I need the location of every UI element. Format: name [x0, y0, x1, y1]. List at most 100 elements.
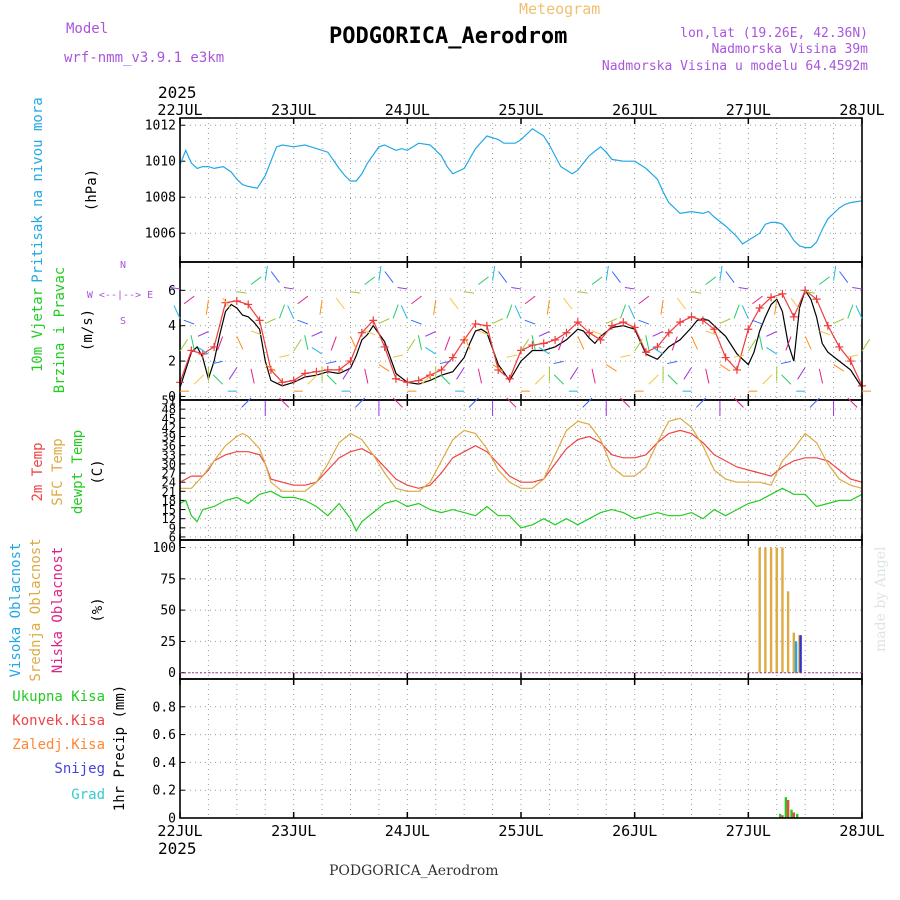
year-bottom: 2025	[158, 839, 197, 858]
wind-arrow	[456, 367, 465, 380]
wind-arrow	[553, 360, 564, 365]
wind-arrow	[781, 374, 792, 385]
model-label: Model	[66, 21, 108, 37]
wind-arrow	[326, 374, 337, 385]
gust-marker	[335, 365, 344, 374]
wind-arrow	[577, 291, 588, 294]
gust-marker	[414, 376, 423, 385]
wind-arrow	[511, 287, 522, 290]
wind-arrow	[762, 374, 773, 385]
wind-arrow	[538, 331, 550, 337]
x-day-label-bottom: 26JUL	[612, 822, 657, 840]
wind-arrow	[293, 339, 302, 352]
wind-arrow	[439, 360, 451, 365]
wind-arrow	[283, 287, 294, 290]
wind-arrow	[378, 364, 390, 372]
gust-marker	[846, 357, 855, 366]
wind-arrow	[392, 397, 403, 408]
gust-marker	[653, 342, 662, 351]
cloud-ylabel-2: Srednja Oblacnost	[28, 538, 44, 681]
wind-arrow	[691, 336, 698, 350]
x-day-label-top: 23JUL	[271, 101, 316, 119]
y-tick-label: 39	[162, 430, 176, 444]
wind-arrow	[833, 318, 845, 324]
gust-marker	[562, 328, 571, 337]
wind-arrow	[797, 367, 806, 380]
gust-marker	[244, 300, 253, 309]
year-top: 2025	[158, 83, 197, 102]
wind-arrow	[173, 305, 181, 319]
bar-ukupna-kisa	[784, 797, 788, 818]
wind-arrow	[861, 339, 871, 352]
y-tick-label: 42	[162, 421, 176, 435]
gust-marker	[607, 321, 616, 330]
gust-marker	[789, 312, 798, 321]
y-tick-label: 15	[162, 503, 176, 517]
wind-arrow	[217, 336, 224, 351]
wind-arrow	[326, 360, 337, 365]
gust-marker	[482, 321, 491, 330]
wind-arrow	[183, 295, 195, 305]
wind-arrow	[492, 265, 496, 281]
wind-arrow	[534, 374, 545, 385]
gust-marker	[676, 318, 685, 327]
gust-marker	[505, 374, 514, 383]
y-tick-label: 48	[162, 403, 176, 417]
wind-arrow	[364, 276, 376, 285]
gust-marker	[835, 342, 844, 351]
wind-arrow	[634, 339, 643, 352]
bar-konvek.kisa	[781, 815, 784, 818]
y-tick-label: 24	[162, 476, 176, 490]
y-tick-label: 9	[169, 521, 176, 535]
wind-arrow	[790, 297, 800, 310]
wind-arrow	[425, 331, 436, 337]
wind-arrow	[400, 305, 408, 319]
y-tick-label: 4	[168, 319, 176, 334]
wind-arrow	[440, 374, 451, 385]
wind-arrow	[250, 330, 262, 336]
gust-marker	[232, 296, 241, 305]
wind-arrow	[212, 360, 223, 365]
series-line-pressure	[179, 128, 863, 249]
gust-marker	[539, 339, 548, 348]
wind-arrow	[819, 276, 830, 285]
wind-arrow	[611, 271, 621, 283]
wind-arrow	[421, 374, 432, 385]
wind-arrow	[477, 368, 483, 384]
wind-arrow	[506, 397, 517, 408]
x-day-label-bottom: 24JUL	[385, 822, 430, 840]
legend-zaledj-kisa: Zaledj.Kisa	[12, 737, 105, 753]
watermark: made by Angel	[873, 546, 889, 652]
wind-arrow	[417, 335, 423, 350]
gust-marker	[255, 316, 264, 325]
wind-arrow	[652, 331, 664, 337]
wind-arrow	[563, 297, 573, 310]
y-tick-label: 1010	[145, 155, 176, 170]
temp-ylabel-2: SFC Temp	[50, 438, 66, 505]
bar-srednja-oblacnost	[781, 547, 784, 673]
gust-marker	[380, 342, 389, 351]
gust-marker	[755, 304, 764, 312]
wind-compass-s: S	[120, 316, 126, 327]
wind-arrow	[766, 347, 778, 355]
wind-arrow	[855, 305, 863, 319]
x-day-label-top: 26JUL	[612, 101, 657, 119]
x-day-label-bottom: 27JUL	[726, 822, 771, 840]
y-tick-label: 0.2	[153, 784, 176, 799]
series-line-wind-speed	[179, 288, 863, 388]
gust-marker	[312, 367, 321, 376]
wind-compass-n: N	[120, 260, 126, 271]
x-day-label-bottom: 28JUL	[839, 822, 884, 840]
wind-arrow	[847, 397, 858, 408]
wind-arrow	[638, 295, 650, 305]
wind-arrow	[212, 374, 223, 385]
wind-arrow	[624, 287, 635, 290]
wind-arrow	[297, 319, 309, 325]
wind-arrow	[197, 331, 209, 337]
wind-arrow	[222, 297, 232, 310]
gust-marker	[403, 378, 412, 387]
wind-arrow	[538, 347, 550, 355]
gust-marker	[528, 341, 537, 350]
wind-arrow	[449, 297, 459, 310]
wind-arrow	[287, 305, 295, 319]
